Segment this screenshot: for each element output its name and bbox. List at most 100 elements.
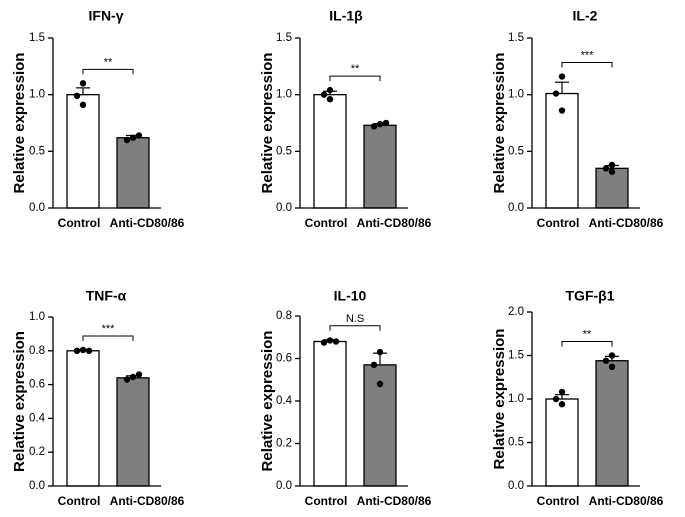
bar-control [545, 398, 579, 487]
data-point [123, 376, 131, 383]
chart-title: TGF-β1 [566, 288, 615, 304]
bar-anti-cd80-86 [363, 124, 397, 209]
chart-title: IL-1β [329, 8, 363, 24]
significance-label: *** [581, 50, 595, 62]
bar-anti-cd80-86 [595, 167, 629, 209]
y-tick-label: 0.8 [276, 310, 292, 322]
x-tick-label: Anti-CD80/86 [589, 216, 664, 230]
x-tick-label: Anti-CD80/86 [589, 494, 664, 508]
x-tick-label: Control [58, 216, 101, 230]
y-tick-label: 1.5 [508, 32, 524, 44]
data-point [320, 91, 328, 98]
y-tick-label: 0.0 [508, 480, 524, 492]
y-tick-label: 0.0 [276, 202, 292, 214]
y-tick-label: 0.2 [29, 446, 45, 458]
chart-title: TNF-α [86, 288, 127, 304]
data-point [370, 361, 378, 369]
y-tick-label: 1.0 [508, 89, 524, 101]
y-tick-label: 1.5 [29, 32, 45, 44]
data-point [73, 92, 81, 100]
y-tick-label: 0.5 [508, 437, 524, 449]
y-tick-label: 0.5 [29, 145, 45, 157]
data-point [608, 363, 616, 371]
data-point [129, 373, 137, 381]
y-axis-label: Relative expression [11, 331, 28, 472]
significance-label: *** [102, 323, 116, 335]
data-point [558, 107, 566, 114]
data-point [608, 161, 616, 169]
bar-control [313, 340, 347, 487]
data-point [370, 123, 378, 130]
x-tick-label: Anti-CD80/86 [357, 216, 432, 230]
data-point [85, 347, 93, 354]
y-tick-label: 1.5 [276, 32, 292, 44]
data-point [552, 90, 560, 97]
significance-bracket [82, 68, 134, 75]
bar-control [66, 94, 100, 209]
y-tick-label: 0.0 [29, 202, 45, 214]
y-tick-label: 2.0 [508, 306, 524, 318]
chart-title: IFN-γ [89, 8, 124, 24]
data-point [326, 96, 334, 103]
y-tick-label: 0.0 [276, 480, 292, 492]
bar-anti-cd80-86 [116, 377, 150, 487]
y-tick-label: 0.4 [29, 412, 46, 424]
y-axis-label: Relative expression [259, 53, 276, 194]
significance-bracket [329, 75, 381, 82]
y-tick-label: 1.0 [276, 89, 292, 101]
data-point [608, 352, 616, 359]
y-axis-label: Relative expression [259, 331, 276, 472]
y-tick-label: 0.6 [276, 353, 292, 365]
data-point [376, 348, 384, 356]
x-tick-label: Control [305, 494, 348, 508]
bar-anti-cd80-86 [595, 360, 629, 487]
data-point [602, 165, 610, 172]
y-tick-label: 0.4 [276, 395, 293, 407]
significance-bracket [82, 335, 134, 341]
x-tick-label: Control [537, 494, 580, 508]
significance-bracket [561, 341, 613, 347]
y-tick-label: 0.0 [29, 480, 45, 492]
data-point [320, 339, 328, 346]
data-point [332, 338, 340, 345]
y-axis-label: Relative expression [491, 53, 508, 194]
data-point [135, 371, 143, 378]
x-tick-label: Anti-CD80/86 [110, 216, 185, 230]
x-tick-label: Control [58, 494, 101, 508]
x-tick-label: Anti-CD80/86 [357, 494, 432, 508]
bar-anti-cd80-86 [116, 137, 150, 209]
data-point [326, 337, 334, 344]
significance-label: ** [351, 63, 360, 75]
y-axis-label: Relative expression [491, 329, 508, 470]
significance-label: ** [583, 329, 592, 341]
y-tick-label: 0.2 [276, 438, 292, 450]
y-tick-label: 1.5 [508, 350, 524, 362]
data-point [382, 119, 390, 127]
bar-control [66, 350, 100, 487]
chart-title: IL-2 [573, 8, 598, 24]
significance-bracket [329, 325, 381, 331]
y-tick-label: 0.5 [508, 145, 524, 157]
data-point [608, 168, 616, 175]
x-tick-label: Control [537, 216, 580, 230]
data-point [129, 134, 137, 141]
y-tick-label: 1.0 [508, 393, 524, 405]
significance-label: ** [104, 56, 113, 68]
data-point [558, 401, 566, 408]
data-point [376, 120, 384, 128]
y-tick-label: 1.0 [29, 311, 45, 323]
data-point [79, 101, 87, 109]
data-point [326, 86, 334, 94]
data-point [79, 80, 87, 87]
y-tick-label: 1.0 [29, 89, 45, 101]
significance-bracket [561, 62, 613, 68]
data-point [73, 347, 81, 354]
y-tick-label: 0.8 [29, 345, 45, 357]
